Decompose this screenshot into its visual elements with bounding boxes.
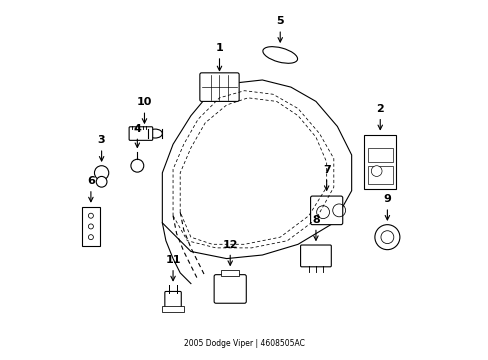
Text: 7: 7	[322, 165, 330, 190]
Ellipse shape	[263, 47, 297, 63]
Text: 2: 2	[376, 104, 384, 130]
Text: 12: 12	[222, 240, 238, 265]
Circle shape	[131, 159, 143, 172]
Circle shape	[88, 224, 93, 229]
FancyBboxPatch shape	[310, 196, 342, 225]
Text: 10: 10	[137, 98, 152, 123]
Text: 2005 Dodge Viper | 4608505AC: 2005 Dodge Viper | 4608505AC	[183, 339, 305, 348]
Circle shape	[88, 235, 93, 240]
FancyBboxPatch shape	[300, 245, 331, 267]
Circle shape	[96, 176, 107, 187]
Circle shape	[316, 206, 329, 219]
Text: 6: 6	[87, 176, 95, 202]
Circle shape	[380, 231, 393, 244]
Circle shape	[94, 166, 108, 180]
FancyBboxPatch shape	[129, 127, 152, 140]
FancyBboxPatch shape	[214, 275, 246, 303]
Text: 5: 5	[276, 17, 284, 42]
Text: 11: 11	[165, 255, 181, 281]
Text: 9: 9	[383, 194, 390, 220]
Text: 1: 1	[215, 43, 223, 71]
Bar	[367, 148, 392, 162]
Circle shape	[370, 166, 381, 176]
Circle shape	[374, 225, 399, 249]
Bar	[82, 207, 100, 246]
Text: 4: 4	[133, 123, 141, 147]
Bar	[162, 306, 183, 312]
FancyBboxPatch shape	[164, 292, 181, 308]
Bar	[367, 166, 392, 184]
Circle shape	[88, 213, 93, 218]
Text: 8: 8	[311, 215, 319, 240]
Text: 3: 3	[98, 135, 105, 161]
Bar	[364, 135, 395, 189]
FancyBboxPatch shape	[200, 73, 239, 102]
Bar	[221, 270, 239, 276]
Ellipse shape	[148, 129, 162, 138]
